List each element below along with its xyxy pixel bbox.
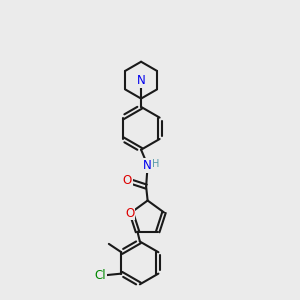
Text: Cl: Cl [94,268,106,282]
Text: N: N [143,159,152,172]
Text: H: H [152,159,160,169]
Text: O: O [123,174,132,187]
Text: N: N [137,74,146,87]
Text: O: O [125,206,134,220]
